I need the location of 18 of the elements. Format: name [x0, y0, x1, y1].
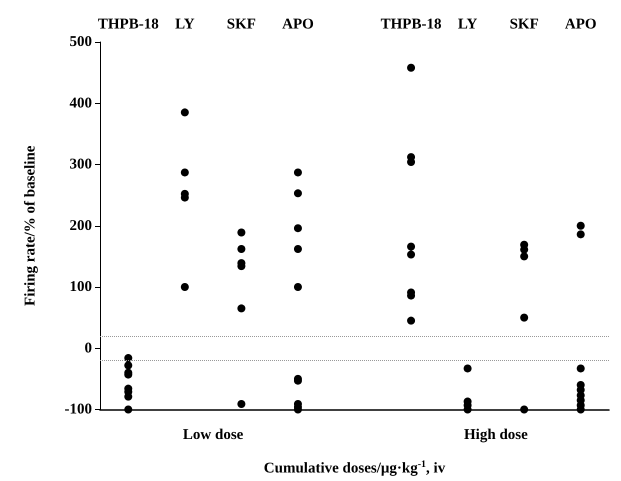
x-tick-label: APO	[564, 16, 597, 32]
y-tick-label: 500	[70, 34, 92, 50]
x-tick-label: APO	[282, 16, 314, 32]
y-tick-label: 300	[70, 156, 92, 172]
y-axis-title: Firing rate/% of baseline	[22, 145, 38, 306]
x-tick-label: THPB-18	[98, 16, 159, 32]
y-tick-label: 100	[70, 279, 92, 295]
y-tick-label: 0	[84, 340, 92, 356]
x-tick-label: SKF	[510, 16, 539, 32]
text: High dose	[464, 427, 528, 443]
y-tick-label: -100	[64, 402, 92, 418]
x-tick-label: THPB-18	[380, 16, 442, 32]
x-tick-label: LY	[175, 16, 195, 32]
x-tick-label: SKF	[226, 16, 256, 32]
text: Low dose	[182, 427, 244, 443]
y-tick-label: 400	[70, 95, 92, 112]
y-tick-label: 200	[70, 218, 92, 234]
x-tick-label: LY	[458, 16, 478, 32]
